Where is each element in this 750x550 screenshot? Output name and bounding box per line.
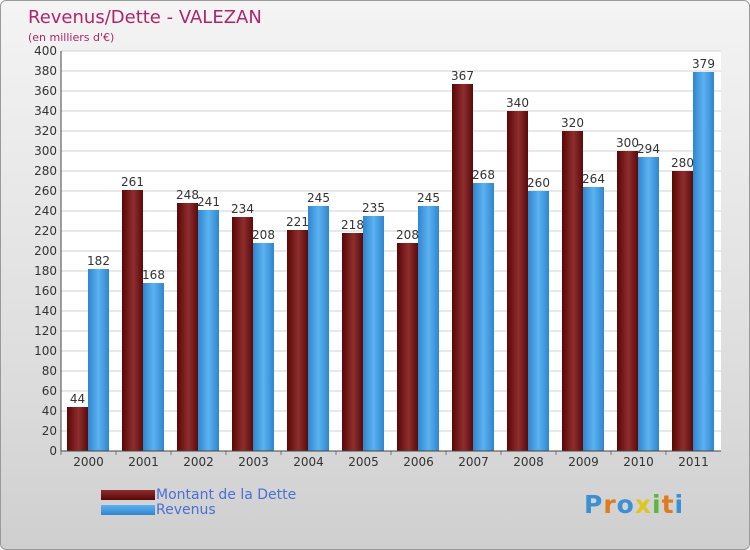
y-tick-label: 360: [34, 84, 57, 98]
x-tick-label: 2002: [183, 455, 214, 469]
x-tick-label: 2011: [678, 455, 709, 469]
y-tick-label: 240: [34, 204, 57, 218]
bar-revenus: [693, 72, 714, 451]
logo-letter: o: [616, 490, 635, 519]
bar-revenus: [308, 206, 329, 451]
bar-dette: [562, 131, 583, 451]
data-label-dette: 248: [176, 188, 199, 202]
x-tick-label: 2007: [458, 455, 489, 469]
y-tick-label: 400: [34, 44, 57, 58]
data-label-revenus: 182: [87, 254, 110, 268]
bar-revenus: [363, 216, 384, 451]
x-tick-label: 2008: [513, 455, 544, 469]
data-label-revenus: 168: [142, 268, 165, 282]
y-tick-label: 380: [34, 64, 57, 78]
y-tick-label: 80: [42, 364, 57, 378]
legend-swatch-debt: [101, 490, 155, 500]
data-label-revenus: 235: [362, 201, 385, 215]
bar-revenus: [198, 210, 219, 451]
bar-revenus: [143, 283, 164, 451]
x-tick-label: 2001: [128, 455, 159, 469]
y-tick-label: 300: [34, 144, 57, 158]
x-tick-label: 2000: [73, 455, 104, 469]
y-tick-label: 0: [49, 444, 57, 458]
y-tick-label: 280: [34, 164, 57, 178]
bar-dette: [507, 111, 528, 451]
y-tick-label: 60: [42, 384, 57, 398]
proxiti-logo: Proxiti: [584, 490, 684, 519]
bar-dette: [122, 190, 143, 451]
data-label-revenus: 260: [527, 176, 550, 190]
y-tick-label: 140: [34, 304, 57, 318]
logo-letter: x: [634, 490, 652, 519]
chart-title: Revenus/Dette - VALEZAN: [28, 7, 262, 28]
data-label-revenus: 245: [307, 191, 330, 205]
bar-dette: [177, 203, 198, 451]
data-label-revenus: 264: [582, 172, 605, 186]
data-label-dette: 300: [616, 136, 639, 150]
x-tick-label: 2005: [348, 455, 379, 469]
data-label-revenus: 379: [692, 57, 715, 71]
data-label-dette: 280: [671, 156, 694, 170]
y-tick-label: 100: [34, 344, 57, 358]
y-tick-label: 180: [34, 264, 57, 278]
data-label-dette: 234: [231, 202, 254, 216]
bar-dette: [397, 243, 418, 451]
data-label-dette: 218: [341, 218, 364, 232]
y-tick-label: 260: [34, 184, 57, 198]
data-label-dette: 367: [451, 69, 474, 83]
data-label-revenus: 268: [472, 168, 495, 182]
data-label-revenus: 241: [197, 195, 220, 209]
data-label-dette: 340: [506, 96, 529, 110]
logo-letter: r: [603, 490, 617, 519]
x-tick-label: 2003: [238, 455, 269, 469]
y-tick-label: 200: [34, 244, 57, 258]
bar-revenus: [528, 191, 549, 451]
data-label-dette: 221: [286, 215, 309, 229]
bar-dette: [342, 233, 363, 451]
bar-revenus: [473, 183, 494, 451]
x-tick-label: 2009: [568, 455, 599, 469]
chart-subtitle: (en milliers d'€): [28, 31, 115, 44]
y-tick-label: 220: [34, 224, 57, 238]
bar-dette: [672, 171, 693, 451]
logo-letter: P: [584, 490, 604, 519]
data-label-revenus: 208: [252, 228, 275, 242]
bar-revenus: [418, 206, 439, 451]
data-label-dette: 261: [121, 175, 144, 189]
x-tick-label: 2006: [403, 455, 434, 469]
bar-dette: [617, 151, 638, 451]
y-tick-label: 40: [42, 404, 57, 418]
y-tick-label: 340: [34, 104, 57, 118]
y-tick-label: 160: [34, 284, 57, 298]
bar-revenus: [88, 269, 109, 451]
logo-letter: i: [674, 490, 685, 519]
bar-dette: [67, 407, 88, 451]
bar-revenus: [638, 157, 659, 451]
data-label-revenus: 294: [637, 142, 660, 156]
y-tick-label: 20: [42, 424, 57, 438]
y-tick-label: 320: [34, 124, 57, 138]
bar-revenus: [253, 243, 274, 451]
bar-dette: [232, 217, 253, 451]
logo-letter: t: [661, 490, 675, 519]
logo-letter: i: [652, 490, 662, 519]
data-label-dette: 320: [561, 116, 584, 130]
data-label-dette: 208: [396, 228, 419, 242]
bar-revenus: [583, 187, 604, 451]
bar-dette: [452, 84, 473, 451]
legend-label-debt: Montant de la Dette: [156, 487, 297, 503]
legend-label-revenus: Revenus: [156, 502, 216, 518]
x-tick-label: 2004: [293, 455, 324, 469]
legend-swatch-revenus: [101, 505, 155, 515]
data-label-revenus: 245: [417, 191, 440, 205]
bar-dette: [287, 230, 308, 451]
data-label-dette: 44: [70, 392, 85, 406]
y-tick-label: 120: [34, 324, 57, 338]
x-tick-label: 2010: [623, 455, 654, 469]
